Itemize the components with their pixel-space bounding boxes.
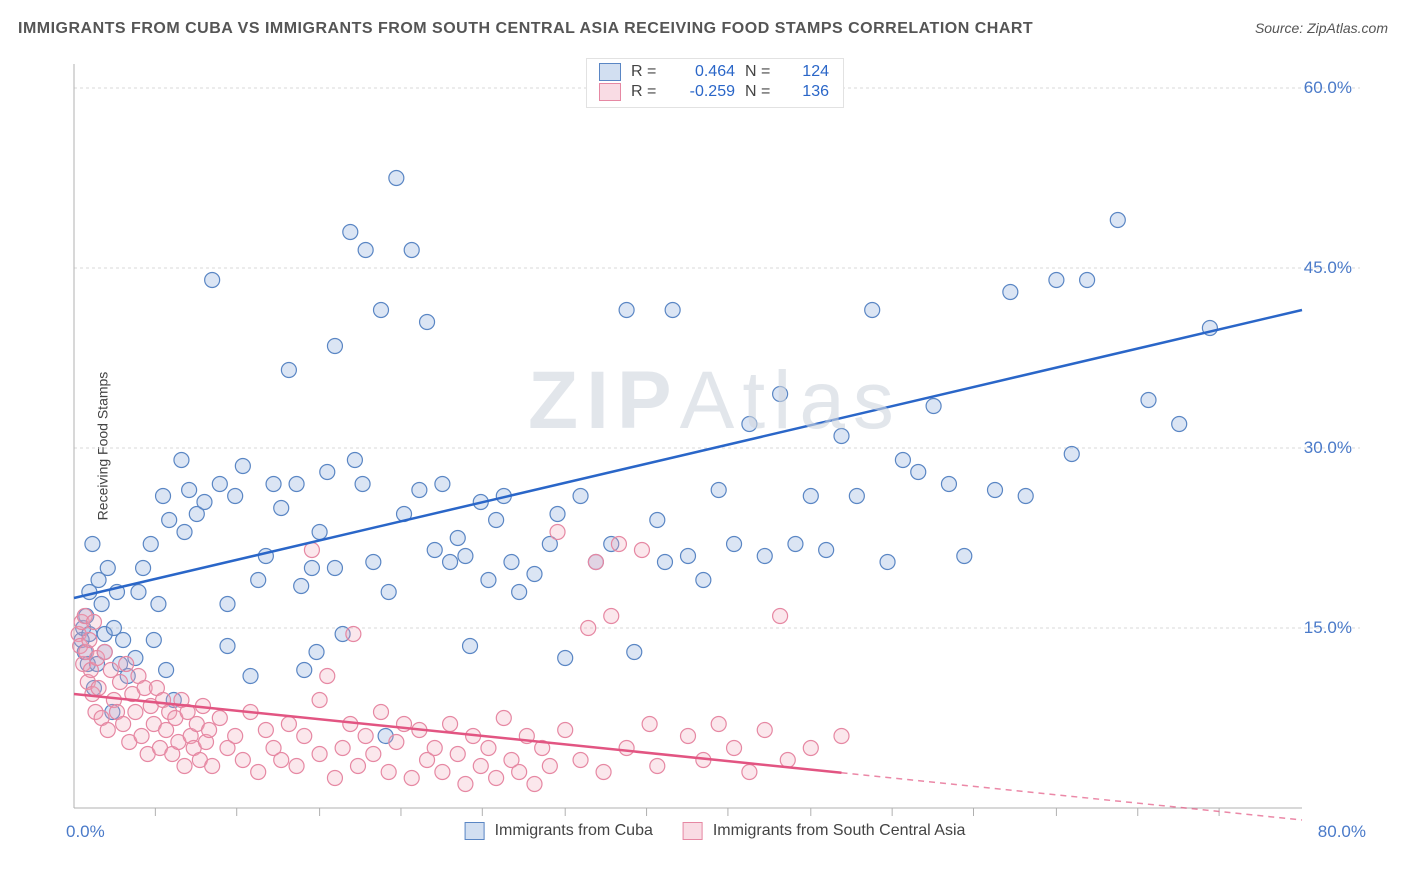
legend-r-label: R = [631,83,665,101]
legend-series: Immigrants from Cuba Immigrants from Sou… [465,822,966,840]
chart-area: ZIPAtlas R = 0.464 N = 124 R = -0.259 N … [70,58,1360,838]
legend-r-value: 0.464 [675,63,735,81]
legend-n-value: 124 [789,63,829,81]
legend-item: Immigrants from Cuba [465,822,653,840]
y-tick-label: 30.0% [1304,438,1352,458]
scatter-plot-svg [70,58,1360,838]
legend-r-label: R = [631,63,665,81]
x-tick-label: 0.0% [66,822,105,842]
legend-swatch-cuba [599,63,621,81]
legend-row: R = 0.464 N = 124 [599,63,829,81]
legend-swatch-southasia [599,83,621,101]
y-tick-label: 60.0% [1304,78,1352,98]
chart-header: IMMIGRANTS FROM CUBA VS IMMIGRANTS FROM … [18,20,1388,38]
legend-swatch-southasia [683,822,703,840]
chart-source: Source: ZipAtlas.com [1255,20,1388,36]
y-tick-label: 45.0% [1304,258,1352,278]
legend-n-value: 136 [789,83,829,101]
legend-n-label: N = [745,63,779,81]
legend-correlation: R = 0.464 N = 124 R = -0.259 N = 136 [586,58,844,108]
x-tick-label: 80.0% [1318,822,1366,842]
y-tick-label: 15.0% [1304,618,1352,638]
legend-r-value: -0.259 [675,83,735,101]
chart-title: IMMIGRANTS FROM CUBA VS IMMIGRANTS FROM … [18,20,1033,38]
legend-n-label: N = [745,83,779,101]
legend-swatch-cuba [465,822,485,840]
legend-row: R = -0.259 N = 136 [599,83,829,101]
legend-label: Immigrants from South Central Asia [713,822,966,840]
legend-item: Immigrants from South Central Asia [683,822,966,840]
legend-label: Immigrants from Cuba [495,822,653,840]
